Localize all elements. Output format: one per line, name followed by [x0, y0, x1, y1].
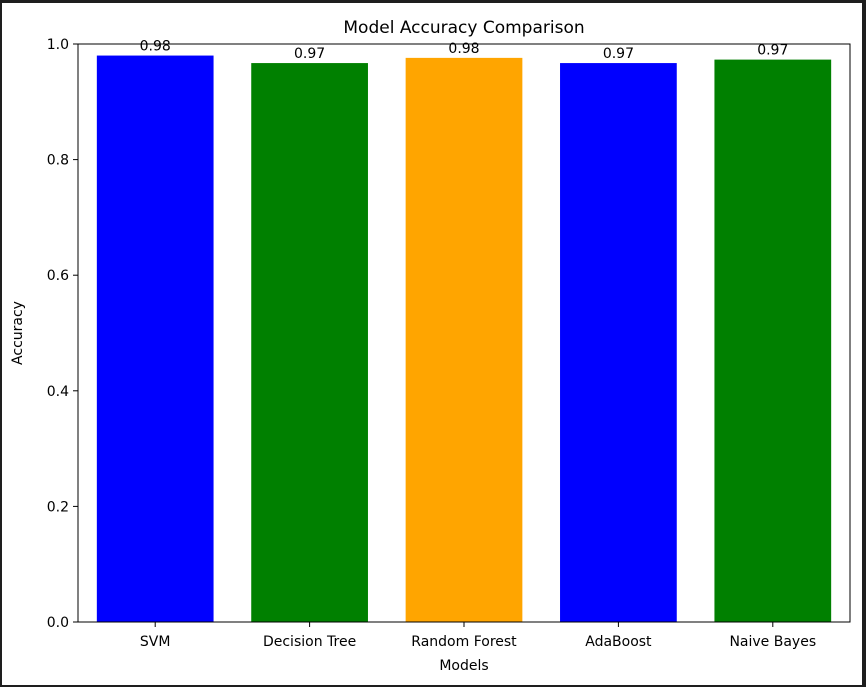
bar-value-label: 0.98 — [448, 41, 479, 57]
y-tick-label: 0.0 — [47, 615, 69, 631]
data-labels-layer: 0.98 0.97 0.98 0.97 0.97 — [140, 39, 789, 63]
y-tick-label: 0.8 — [47, 153, 69, 169]
chart-frame: 0.98 0.97 0.98 0.97 0.97 0.0 0.2 0.4 0.6 0.8 1.0 … — [2, 3, 862, 685]
x-tick-label: Naive Bayes — [729, 634, 816, 650]
bar — [405, 57, 523, 622]
chart-title: Model Accuracy Comparison — [343, 18, 584, 38]
x-axis-label: Models — [439, 658, 488, 674]
y-axis: 0.0 0.2 0.4 0.6 0.8 1.0 — [47, 37, 78, 631]
bar-value-label: 0.97 — [294, 46, 325, 62]
bar — [714, 59, 832, 622]
bar — [560, 63, 677, 623]
bar-value-label: 0.97 — [603, 46, 634, 62]
bar — [251, 63, 368, 623]
bars-layer — [96, 55, 832, 623]
x-tick-label: AdaBoost — [585, 634, 652, 650]
bar — [96, 55, 214, 623]
bar-value-label: 0.98 — [140, 39, 171, 55]
plot-frame — [77, 43, 851, 623]
y-axis-label: Accuracy — [10, 301, 26, 365]
y-tick-label: 0.2 — [47, 499, 69, 515]
y-tick-label: 0.6 — [47, 268, 69, 284]
x-tick-label: Decision Tree — [263, 634, 356, 650]
x-tick-label: Random Forest — [411, 634, 517, 650]
x-tick-label: SVM — [140, 634, 171, 650]
x-axis: SVM Decision Tree Random Forest AdaBoost Nai… — [140, 622, 816, 650]
bar-chart: 0.98 0.97 0.98 0.97 0.97 0.00.20.40.60.81.0 … — [10, 18, 851, 674]
y-tick-label: 1.0 — [47, 37, 69, 53]
y-tick-label: 0.4 — [47, 384, 69, 400]
bar-value-label: 0.97 — [757, 43, 788, 59]
